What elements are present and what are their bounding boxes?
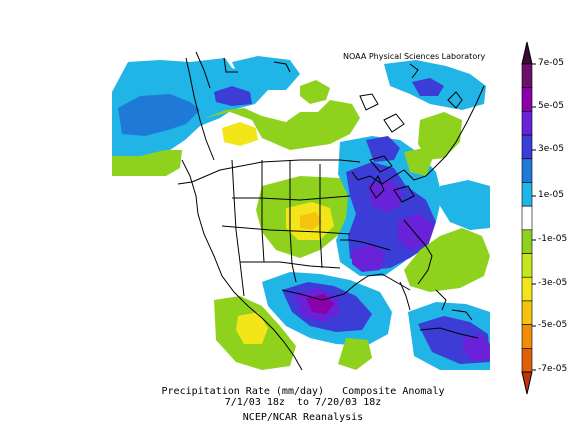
anomaly-region-green-gulf	[404, 228, 490, 292]
colorbar-swatch	[521, 348, 533, 373]
anomaly-region-violet-south	[352, 244, 386, 272]
credit-label: NOAA Physical Sciences Laboratory	[343, 52, 486, 61]
colorbar-swatch	[521, 276, 533, 302]
anomaly-region-yellow-sw	[236, 312, 268, 344]
colorbar-tick-label: 1e-05	[538, 190, 564, 200]
colorbar-tick-label: 5e-05	[538, 101, 564, 111]
colorbar-swatch	[521, 134, 533, 160]
anomaly-region-yellow-canada	[222, 122, 258, 146]
anomaly-region-green-central-mex	[338, 338, 372, 370]
anomaly-region-green-ontario	[404, 148, 432, 176]
caption-source: NCEP/NCAR Reanalysis	[242, 412, 364, 423]
colorbar-tick-label: -5e-05	[538, 320, 568, 330]
colorbar-swatch	[521, 158, 533, 183]
anomaly-region-blue-lakes	[366, 136, 400, 162]
anomaly-region-green-canada	[205, 100, 360, 150]
map-field	[112, 50, 491, 371]
colorbar-top-arrow	[521, 41, 533, 65]
colorbar-tick-label: -7e-05	[538, 364, 568, 374]
anomaly-region-cyan-atlantic	[440, 180, 490, 230]
colorbar-swatch	[521, 205, 533, 231]
anomaly-region-violet-east	[368, 180, 402, 212]
colorbar-swatch	[521, 300, 533, 325]
anomaly-region-green-west	[112, 150, 182, 176]
anomaly-region-orange-plains	[300, 212, 322, 230]
coastlines-and-borders	[177, 51, 485, 371]
colorbar-tick-label: -3e-05	[538, 278, 568, 288]
anomaly-region-blue-hudson	[412, 78, 444, 96]
colorbar-tick-label: 3e-05	[538, 144, 564, 154]
anomaly-region-violet-caribbean	[462, 334, 490, 362]
colorbar-swatch	[521, 182, 533, 207]
colorbar-swatch	[521, 324, 533, 349]
anomaly-region-green-arctic	[300, 80, 330, 104]
anomaly-region-cyan-alberta	[232, 56, 300, 90]
anomaly-region-green-labrador	[418, 112, 462, 160]
colorbar-swatch	[521, 111, 533, 136]
colorbar	[521, 41, 536, 395]
caption-date-range: 7/1/03 18z to 7/20/03 18z	[224, 397, 382, 408]
anomaly-region-blue-canada	[214, 86, 252, 106]
colorbar-swatch	[521, 253, 533, 278]
anomaly-region-blue-nw	[118, 94, 200, 136]
colorbar-bottom-arrow	[521, 371, 533, 395]
colorbar-tick-label: 7e-05	[538, 58, 564, 68]
caption-title: Precipitation Rate (mm/day) Composite An…	[161, 386, 445, 397]
colorbar-tick-label: -1e-05	[538, 234, 568, 244]
colorbar-swatch	[521, 87, 533, 112]
colorbar-swatch	[521, 63, 533, 88]
colorbar-swatch	[521, 229, 533, 254]
